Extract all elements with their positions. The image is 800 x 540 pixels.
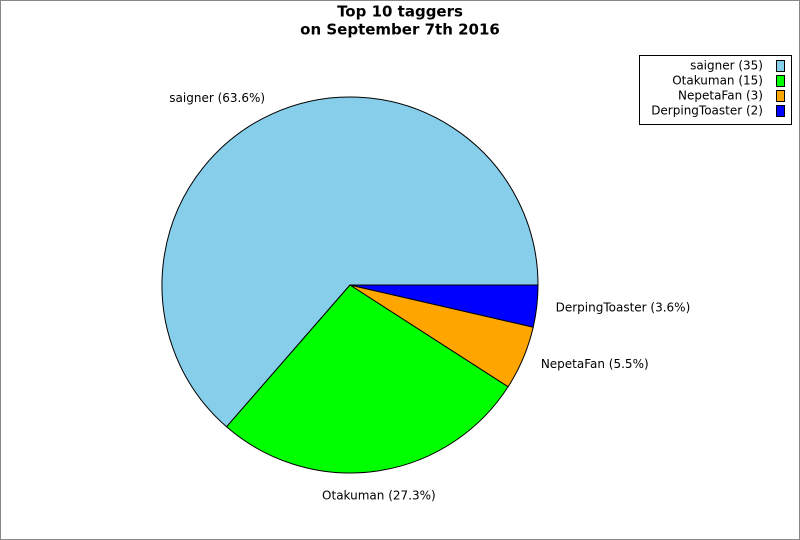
- legend-box: [639, 55, 792, 125]
- slice-label: NepetaFan (5.5%): [541, 357, 649, 371]
- legend-swatch: [776, 105, 785, 117]
- slice-label: saigner (63.6%): [169, 91, 265, 105]
- legend-label: saigner (35): [690, 59, 763, 73]
- slice-label: Otakuman (27.3%): [322, 488, 436, 502]
- pie-slice: [349, 284, 539, 328]
- pie-slice: [225, 284, 509, 474]
- chart-title: Top 10 taggers: [337, 3, 463, 21]
- legend-label: NepetaFan (3): [678, 89, 763, 103]
- legend-swatch: [776, 75, 785, 87]
- slice-label: DerpingToaster (3.6%): [556, 301, 691, 315]
- pie-slice: [161, 96, 539, 428]
- legend-label: Otakuman (15): [672, 74, 763, 88]
- legend-swatch: [776, 60, 785, 72]
- legend-swatch: [776, 90, 785, 102]
- chart-subtitle: on September 7th 2016: [300, 21, 500, 39]
- legend-label: DerpingToaster (2): [651, 104, 763, 118]
